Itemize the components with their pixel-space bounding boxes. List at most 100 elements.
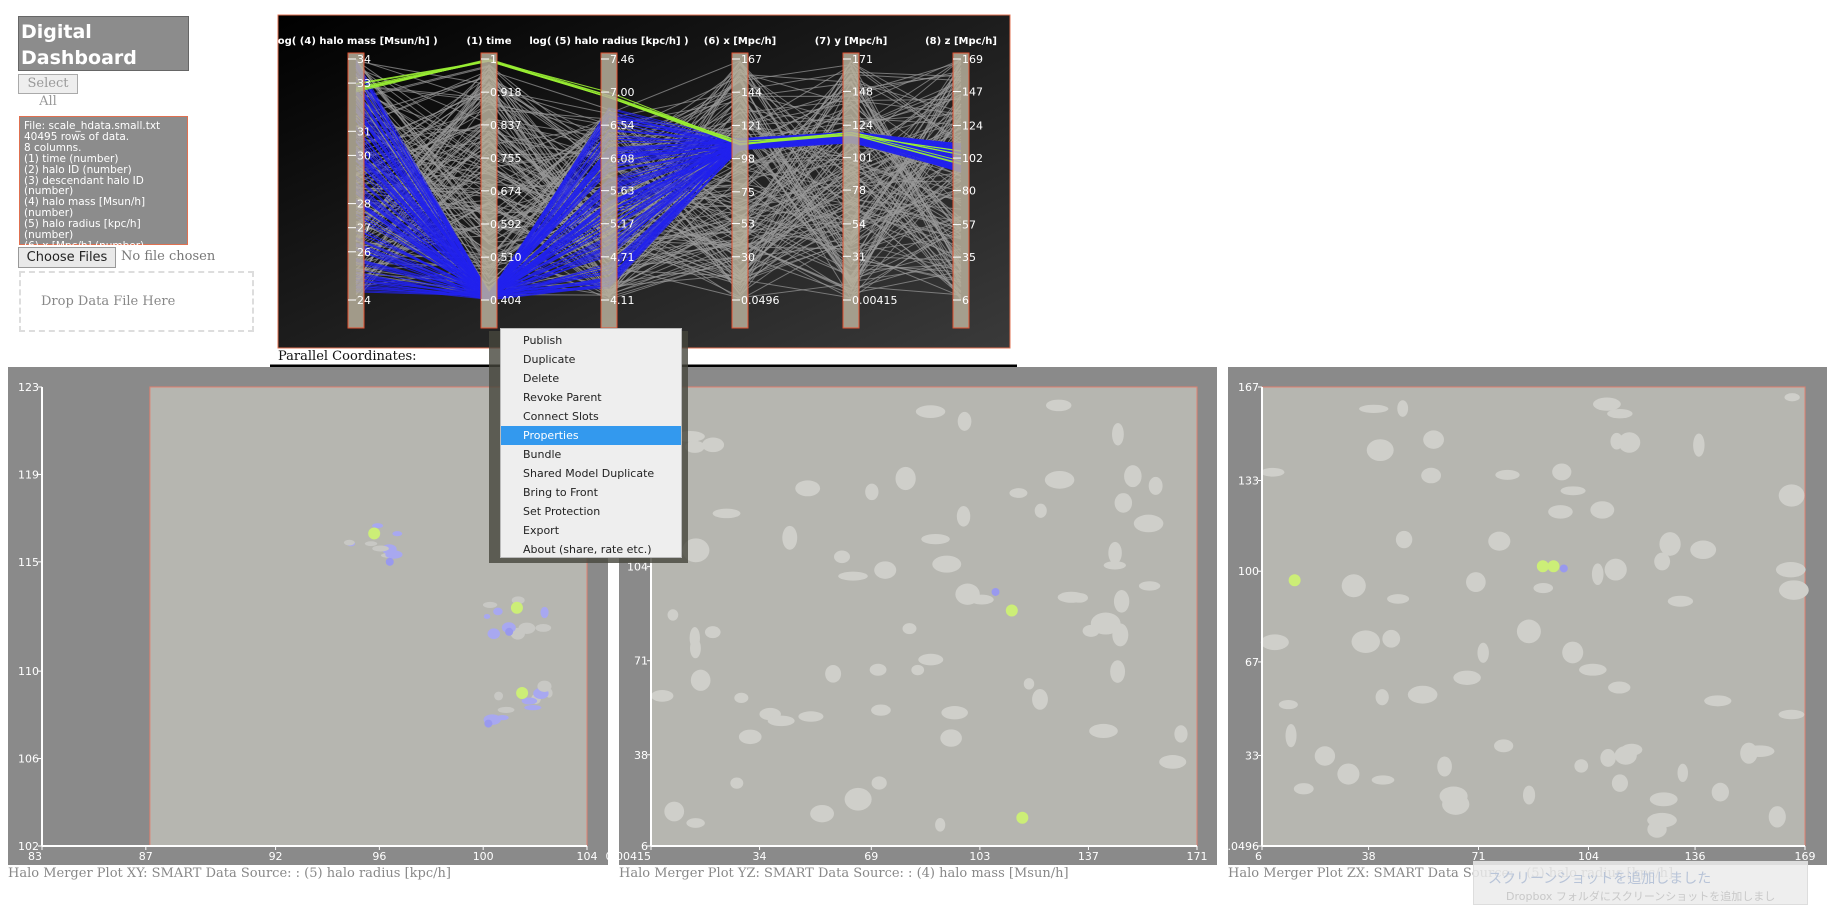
halo-blob xyxy=(1133,514,1164,533)
halo-blob xyxy=(704,626,721,639)
menu-item[interactable]: Shared Model Duplicate xyxy=(523,467,655,480)
plot-caption: Halo Merger Plot XY: SMART Data Source: … xyxy=(8,866,451,881)
halo-blob xyxy=(686,818,705,828)
info-line: (1) time (number) xyxy=(24,152,119,165)
info-line: 8 columns. xyxy=(24,141,82,154)
halo-blob xyxy=(1371,775,1395,785)
menu-item[interactable]: Duplicate xyxy=(523,353,576,366)
menu-item[interactable]: Export xyxy=(523,524,560,537)
halo-blob xyxy=(1034,503,1047,518)
pc-tick-label: 7.00 xyxy=(610,86,635,99)
halo-blob xyxy=(921,533,950,545)
halo-blob xyxy=(1607,409,1633,419)
x-tick-label: 103 xyxy=(969,850,990,863)
halo-blob xyxy=(1690,540,1717,560)
choose-files-button[interactable]: Choose Files xyxy=(18,247,116,268)
halo-blob xyxy=(1375,689,1389,706)
record-line xyxy=(355,91,962,299)
halo-blob xyxy=(730,777,744,789)
halo-blob xyxy=(918,653,944,666)
halo-blob xyxy=(1044,471,1075,489)
pc-axis-label: log( (5) halo radius [kpc/h] ) xyxy=(529,36,688,47)
info-line: (3) descendant halo ID (number) xyxy=(24,174,144,198)
y-tick-label: 123 xyxy=(18,381,39,394)
notification-title: スクリーンショットを追加しました xyxy=(1488,871,1712,887)
menu-item[interactable]: Revoke Parent xyxy=(523,391,602,404)
menu-item[interactable]: Delete xyxy=(523,372,560,385)
menu-item[interactable]: About (share, rate etc.) xyxy=(523,543,652,556)
halo-blob xyxy=(372,523,384,529)
record-line xyxy=(355,79,962,301)
pc-tick-label: 0.674 xyxy=(490,185,522,198)
halo-blob xyxy=(970,594,994,605)
halo-blob xyxy=(1260,467,1285,477)
menu-item[interactable]: Connect Slots xyxy=(523,410,599,423)
select-all-button[interactable]: Select All xyxy=(18,74,78,109)
halo-blob xyxy=(1382,629,1401,648)
halo-blob xyxy=(1089,723,1118,738)
record-line xyxy=(355,130,962,294)
halo-blob xyxy=(1366,439,1394,462)
halo-blob xyxy=(1778,580,1809,600)
halo-blob xyxy=(1453,670,1481,685)
halo-blob xyxy=(895,466,916,491)
pc-tick-label: 57 xyxy=(962,219,976,232)
x-tick-label: 171 xyxy=(1187,850,1208,863)
menu-item[interactable]: Set Protection xyxy=(523,505,601,518)
halo-blob xyxy=(1423,430,1444,449)
menu-item[interactable]: Properties xyxy=(501,426,681,445)
halo-blob xyxy=(1591,563,1604,586)
halo-blob xyxy=(795,480,821,497)
halo-blob xyxy=(935,818,946,832)
record-line xyxy=(355,106,962,292)
halo-blob xyxy=(372,545,389,552)
pc-tick-label: 7.46 xyxy=(610,53,635,66)
halo-blob xyxy=(690,669,711,691)
y-tick-label: 67 xyxy=(1245,656,1259,669)
halo-blob xyxy=(1693,433,1705,457)
record-line xyxy=(355,137,962,300)
notification[interactable]: スクリーンショットを追加しました Dropbox フォルダにスクリーンショットを… xyxy=(1473,861,1808,905)
menu-item[interactable]: Bundle xyxy=(523,448,562,461)
pc-tick-label: 26 xyxy=(357,246,371,259)
halo-blob xyxy=(392,531,403,537)
halo-blob xyxy=(1314,746,1336,766)
pc-tick-label: 4.71 xyxy=(610,251,635,264)
context-menu: Publish Duplicate Delete Revoke Parent Conne… xyxy=(500,328,682,558)
menu-item[interactable]: Publish xyxy=(523,334,563,347)
halo-blob xyxy=(1138,581,1161,591)
halo-blob xyxy=(1477,642,1489,663)
info-line: (5) halo radius [kpc/h] (number) xyxy=(24,218,141,242)
halo-blob xyxy=(869,663,887,676)
halo-blob xyxy=(482,601,498,608)
halo-blob xyxy=(1533,582,1554,594)
x-tick-label: 96 xyxy=(372,850,386,863)
plot-caption: Halo Merger Plot YZ: SMART Data Source: … xyxy=(619,866,1069,881)
halo-blob xyxy=(1359,404,1389,413)
halo-blob xyxy=(1784,393,1800,402)
pc-axis-label: (6) x [Mpc/h] xyxy=(704,36,776,47)
x-tick-label: 34 xyxy=(753,850,767,863)
record-line xyxy=(355,67,962,299)
halo-blob xyxy=(1667,595,1694,607)
halo-blob xyxy=(940,729,962,747)
record-line xyxy=(355,141,962,295)
menu-item[interactable]: Bring to Front xyxy=(523,486,598,499)
halo-blob xyxy=(1548,505,1573,519)
x-tick-label: 87 xyxy=(139,850,153,863)
halo-blob xyxy=(483,613,491,620)
halo-blob xyxy=(1560,486,1586,496)
halo-blob xyxy=(1466,572,1486,592)
x-tick-label: 0.00415 xyxy=(606,850,652,863)
y-tick-label: 102 xyxy=(18,840,39,853)
halo-point xyxy=(484,719,493,728)
halo-blob xyxy=(1614,746,1637,765)
halo-point xyxy=(1005,604,1018,617)
halo-blob xyxy=(1112,423,1124,446)
halo-point xyxy=(368,527,381,540)
record-line xyxy=(355,139,962,298)
drop-zone[interactable]: Drop Data File Here xyxy=(19,271,254,332)
pc-tick-label: 5.17 xyxy=(610,218,635,231)
halo-blob xyxy=(1618,432,1641,453)
x-tick-label: 38 xyxy=(1362,850,1376,863)
